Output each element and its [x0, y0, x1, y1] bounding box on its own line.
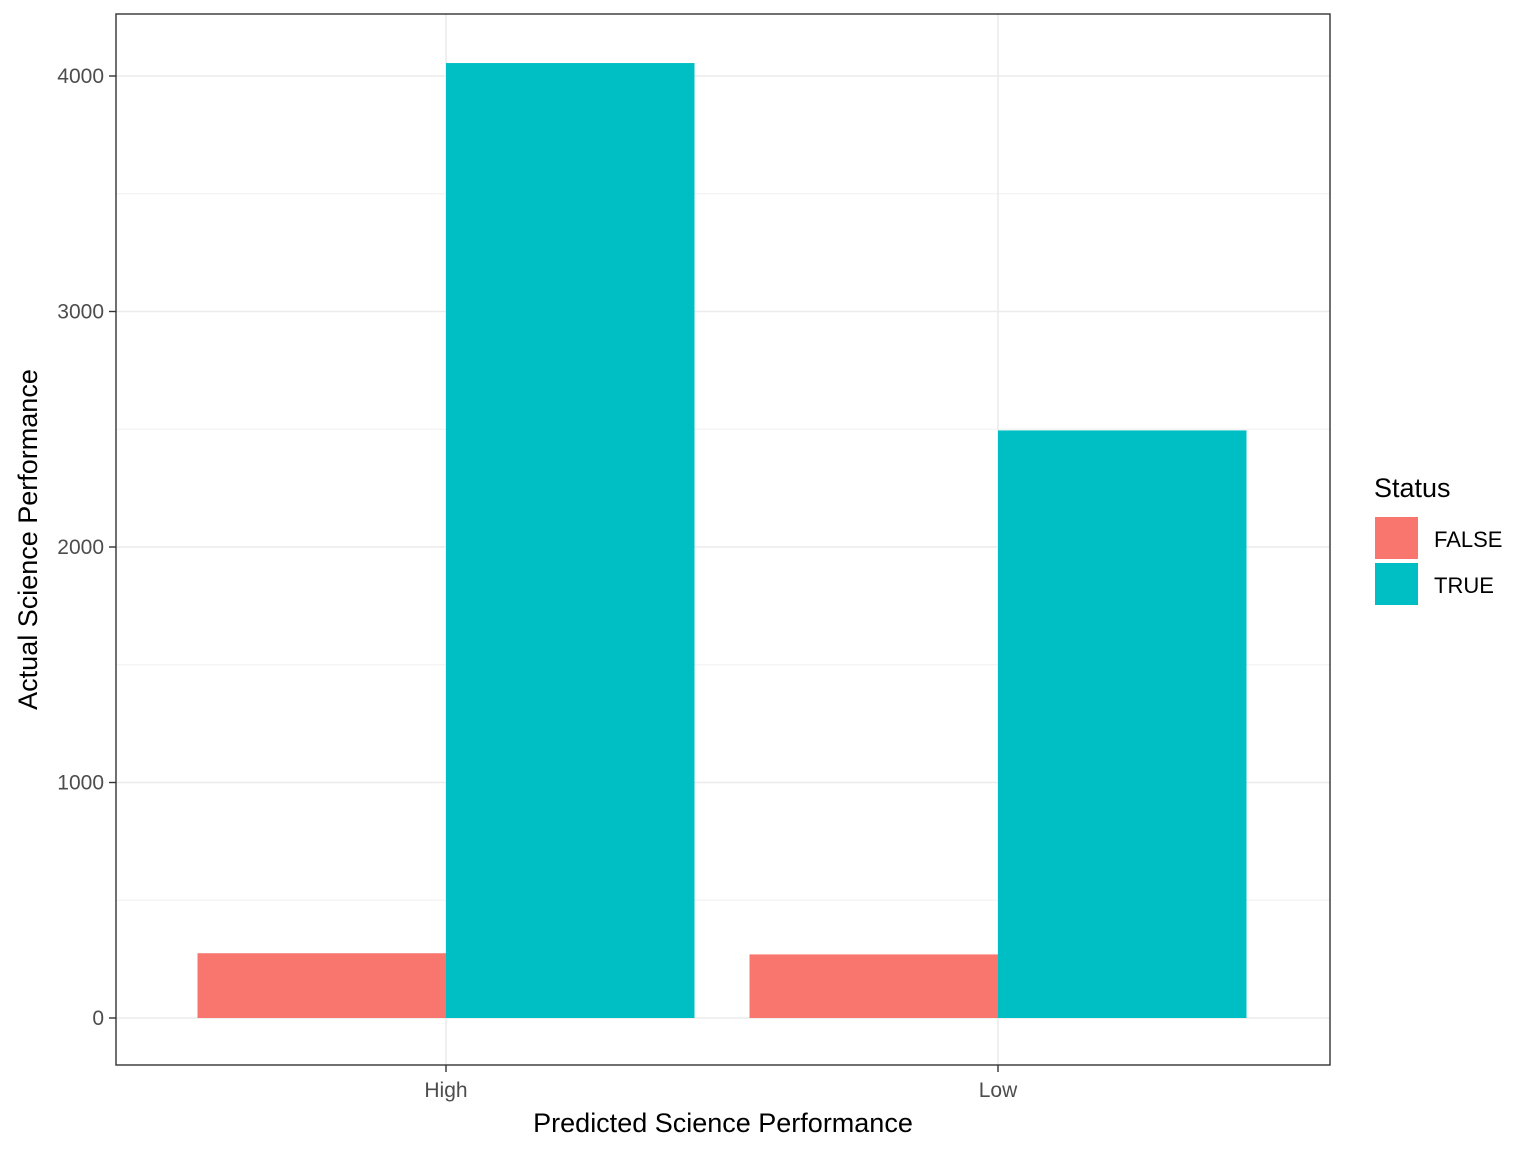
x-axis: High Low	[424, 1065, 1018, 1102]
x-tick-label: Low	[979, 1079, 1018, 1102]
legend: Status FALSE TRUE	[1374, 473, 1502, 605]
legend-key-true	[1375, 563, 1418, 605]
legend-title: Status	[1374, 473, 1451, 503]
bar-true-low	[998, 430, 1247, 1018]
bars	[197, 63, 1247, 1019]
legend-label-true: TRUE	[1434, 573, 1494, 598]
y-tick-label: 2000	[57, 536, 104, 559]
legend-label-false: FALSE	[1434, 527, 1502, 552]
bar-true-high	[446, 63, 695, 1019]
bar-false-low	[749, 954, 998, 1018]
y-tick-label: 0	[92, 1007, 104, 1030]
y-axis: 0 1000 2000 3000 4000	[57, 65, 116, 1030]
y-tick-label: 3000	[57, 301, 104, 324]
x-axis-title: Predicted Science Performance	[533, 1108, 913, 1138]
y-tick-label: 4000	[57, 65, 104, 88]
legend-key-false	[1375, 517, 1418, 559]
y-tick-label: 1000	[57, 772, 104, 795]
x-tick-label: High	[424, 1079, 467, 1102]
plot-panel-border	[115, 13, 1331, 1066]
y-axis-title: Actual Science Performance	[13, 369, 43, 710]
bar-false-high	[197, 953, 446, 1018]
